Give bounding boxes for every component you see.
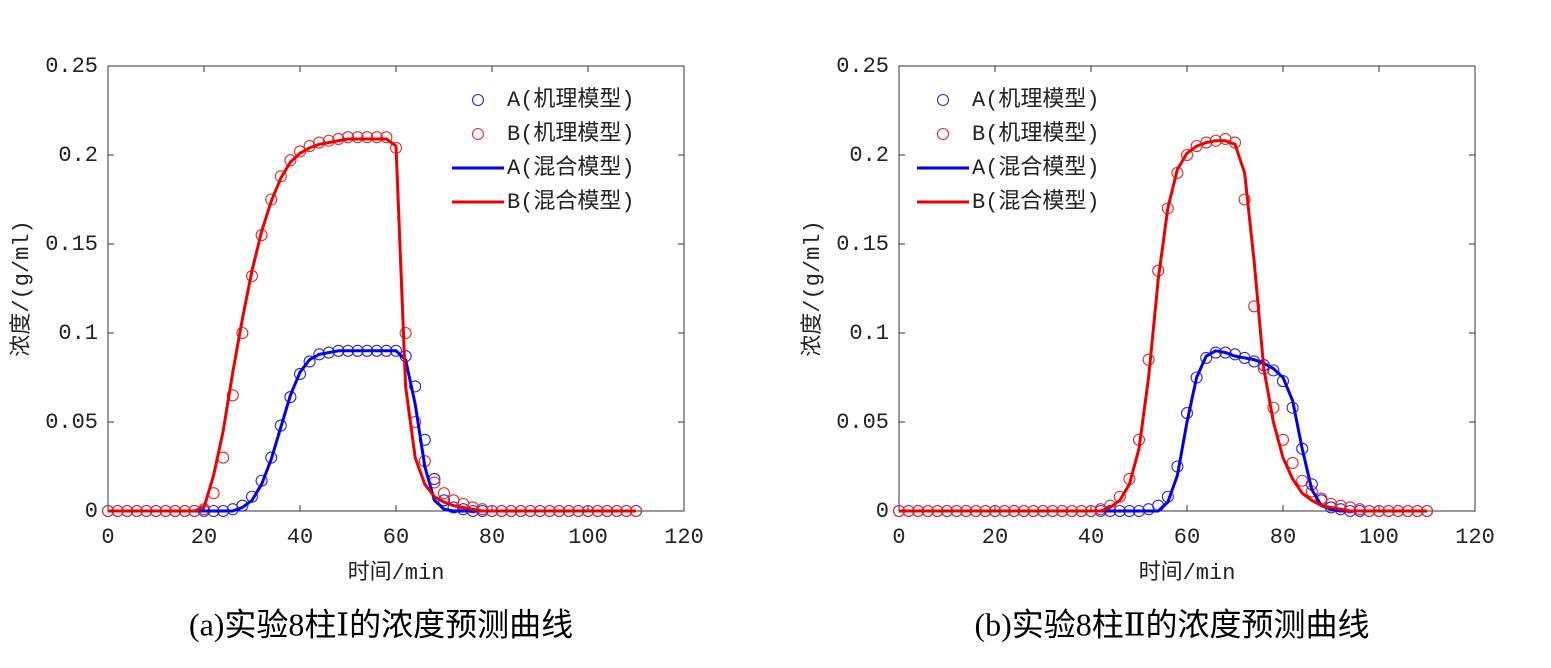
data-point (1200, 351, 1213, 364)
legend-label: A(机理模型) (972, 87, 1100, 113)
subplot: 0 20 40 60 80 100 120 0 0.05 0.1 0.15 0.2 0.25 时间/min… (800, 54, 1495, 643)
data-point (1238, 193, 1251, 206)
x-tick-label: 60 (1174, 525, 1200, 550)
x-tick-label: 0 (101, 525, 114, 550)
y-tick-label: 0.1 (849, 321, 889, 346)
y-tick-label: 0.05 (45, 410, 98, 435)
x-tick-label: 80 (1270, 525, 1296, 550)
y-tick-label: 0.2 (58, 143, 98, 168)
data-point (1353, 503, 1366, 516)
x-tick-label: 20 (191, 525, 217, 550)
y-tick-label: 0.1 (58, 321, 98, 346)
caption: (b)实验8柱Ⅱ的浓度预测曲线 (974, 606, 1369, 642)
data-point (1296, 474, 1309, 487)
data-point (1344, 501, 1357, 514)
data-point (1267, 364, 1280, 377)
data-point (303, 355, 316, 368)
data-line (899, 349, 1427, 513)
data-point (1267, 401, 1280, 414)
legend-marker (936, 93, 950, 107)
data-point (284, 154, 297, 167)
y-tick-label: 0.25 (836, 54, 889, 79)
x-tick-label: 120 (664, 525, 704, 550)
data-point (245, 490, 259, 503)
y-axis-label: 浓度/(g/ml) (9, 220, 35, 356)
legend-label: B(机理模型) (972, 121, 1100, 147)
legend-label: A(机理模型) (507, 87, 635, 113)
data-point (399, 326, 412, 340)
y-tick-label: 0 (876, 499, 889, 524)
x-tick-label: 40 (1078, 525, 1104, 550)
legend-marker (471, 93, 485, 107)
legend-label: B(机理模型) (507, 121, 635, 147)
data-line (899, 139, 1427, 513)
data-point (1113, 490, 1126, 503)
legend-label: B(混合模型) (507, 189, 635, 215)
x-tick-label: 40 (287, 525, 313, 550)
caption: (a)实验8柱Ⅰ的浓度预测曲线 (189, 606, 573, 642)
x-tick-label: 100 (568, 525, 608, 550)
x-tick-label: 20 (982, 525, 1008, 550)
data-point (1286, 456, 1299, 469)
x-tick-label: 120 (1455, 525, 1495, 550)
data-point (341, 131, 355, 144)
data-point (1180, 148, 1194, 162)
data-point (236, 499, 249, 512)
y-tick-label: 0.05 (836, 410, 889, 435)
data-point (380, 131, 393, 144)
x-tick-label: 80 (479, 525, 505, 550)
data-point (361, 131, 374, 144)
legend-label: A(混合模型) (972, 155, 1100, 181)
data-point (351, 131, 364, 144)
legend-label: B(混合模型) (972, 189, 1100, 215)
data-point (409, 380, 422, 393)
x-axis-label: 时间/min (348, 560, 445, 586)
y-tick-label: 0.25 (45, 54, 98, 79)
data-point (236, 326, 249, 340)
data-line (108, 349, 636, 513)
data-line (108, 137, 636, 513)
data-point (370, 131, 383, 144)
y-tick-label: 0.15 (836, 232, 889, 257)
x-tick-label: 0 (892, 525, 905, 550)
y-tick-label: 0.2 (849, 143, 889, 168)
data-point (437, 487, 451, 500)
data-point (226, 389, 239, 402)
y-tick-label: 0.15 (45, 232, 98, 257)
subplot: 0 20 40 60 80 100 120 0 0.05 0.1 0.15 0.2 0.25 时间/min… (9, 54, 704, 643)
x-tick-label: 100 (1359, 525, 1399, 550)
legend-marker (471, 127, 485, 141)
y-tick-label: 0 (85, 499, 98, 524)
legend-marker (936, 127, 950, 141)
legend-label: A(混合模型) (507, 155, 635, 181)
y-axis-label: 浓度/(g/ml) (800, 220, 826, 356)
x-axis-label: 时间/min (1139, 560, 1236, 586)
x-tick-label: 60 (383, 525, 409, 550)
data-point (293, 367, 307, 380)
